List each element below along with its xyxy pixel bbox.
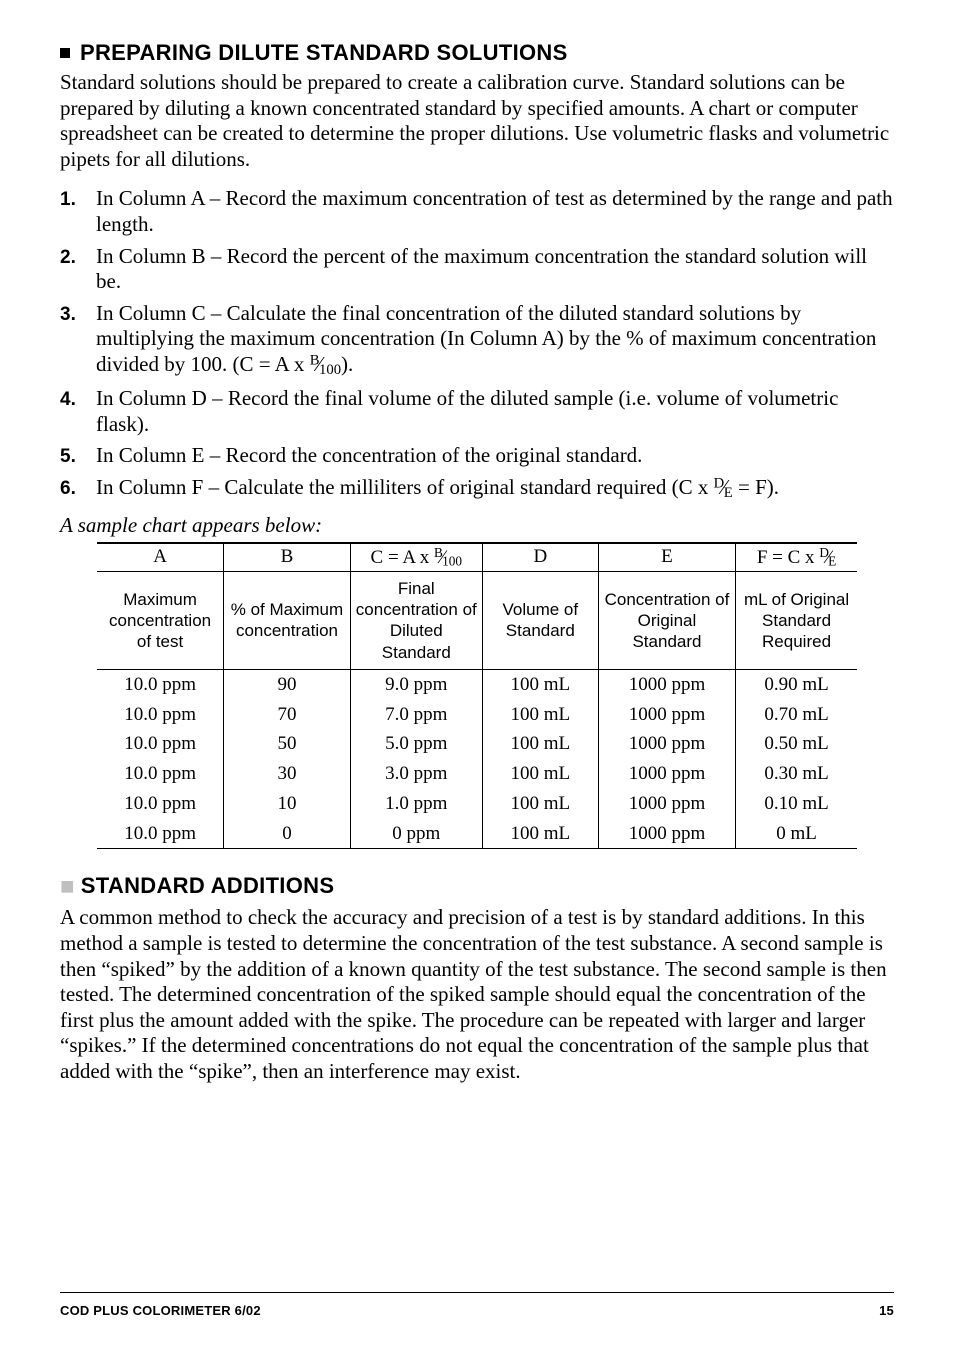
- table-cell: 0 mL: [736, 819, 857, 849]
- step-5: In Column E – Record the concentration o…: [60, 443, 894, 469]
- col-d-letter: D: [482, 543, 598, 572]
- table-cell: 50: [224, 729, 351, 759]
- step-4: In Column D – Record the final volume of…: [60, 386, 894, 437]
- step-1: In Column A – Record the maximum concent…: [60, 186, 894, 237]
- col-e-letter: E: [598, 543, 735, 572]
- hdr-a: Maximum concentration of test: [97, 571, 224, 669]
- table-row: 10.0 ppm707.0 ppm100 mL1000 ppm0.70 mL: [97, 700, 857, 730]
- table-cell: 10.0 ppm: [97, 819, 224, 849]
- step-3-pre: In Column C – Calculate the final concen…: [96, 301, 876, 376]
- table-cell: 10.0 ppm: [97, 789, 224, 819]
- standard-additions-paragraph: A common method to check the accuracy an…: [60, 905, 894, 1084]
- fraction-d-e: D⁄E: [714, 475, 733, 503]
- table-cell: 10.0 ppm: [97, 700, 224, 730]
- table-cell: 100 mL: [482, 759, 598, 789]
- table-row: 10.0 ppm00 ppm100 mL1000 ppm0 mL: [97, 819, 857, 849]
- page-footer: COD PLUS COLORIMETER 6/02 15: [60, 1292, 894, 1318]
- step-6: In Column F – Calculate the milliliters …: [60, 475, 894, 503]
- steps-list: In Column A – Record the maximum concent…: [60, 186, 894, 502]
- table-cell: 90: [224, 669, 351, 699]
- fraction-b-100: B⁄100: [310, 352, 341, 380]
- intro-paragraph: Standard solutions should be prepared to…: [60, 70, 894, 172]
- step-2: In Column B – Record the percent of the …: [60, 244, 894, 295]
- table-caption: A sample chart appears below:: [60, 513, 894, 538]
- table-cell: 5.0 ppm: [350, 729, 482, 759]
- table-row: 10.0 ppm505.0 ppm100 mL1000 ppm0.50 mL: [97, 729, 857, 759]
- table-cell: 1000 ppm: [598, 729, 735, 759]
- table-cell: 7.0 ppm: [350, 700, 482, 730]
- footer-left: COD PLUS COLORIMETER 6/02: [60, 1303, 261, 1318]
- table-cell: 0.10 mL: [736, 789, 857, 819]
- table-cell: 0.30 mL: [736, 759, 857, 789]
- table-cell: 10.0 ppm: [97, 759, 224, 789]
- dilution-table: A B C = A x B⁄100 D E F = C x D⁄E Maximu…: [97, 542, 857, 850]
- table-cell: 100 mL: [482, 700, 598, 730]
- table-cell: 10.0 ppm: [97, 669, 224, 699]
- table-cell: 0 ppm: [350, 819, 482, 849]
- table-header-letters: A B C = A x B⁄100 D E F = C x D⁄E: [97, 543, 857, 572]
- table-cell: 0.50 mL: [736, 729, 857, 759]
- bullet-icon: [60, 48, 70, 58]
- table-cell: 1000 ppm: [598, 700, 735, 730]
- table-cell: 100 mL: [482, 819, 598, 849]
- table-header-labels: Maximum concentration of test % of Maxim…: [97, 571, 857, 669]
- heading-text: PREPARING DILUTE STANDARD SOLUTIONS: [80, 40, 568, 65]
- table-cell: 1.0 ppm: [350, 789, 482, 819]
- col-f-letter: F = C x D⁄E: [736, 543, 857, 572]
- table-row: 10.0 ppm909.0 ppm100 mL1000 ppm0.90 mL: [97, 669, 857, 699]
- footer-page-number: 15: [879, 1303, 894, 1318]
- table-cell: 1000 ppm: [598, 819, 735, 849]
- table-row: 10.0 ppm303.0 ppm100 mL1000 ppm0.30 mL: [97, 759, 857, 789]
- table-cell: 1000 ppm: [598, 759, 735, 789]
- table-body: 10.0 ppm909.0 ppm100 mL1000 ppm0.90 mL10…: [97, 669, 857, 849]
- col-c-letter: C = A x B⁄100: [350, 543, 482, 572]
- step-3-tail: ).: [341, 352, 353, 376]
- table-cell: 0: [224, 819, 351, 849]
- table-cell: 1000 ppm: [598, 789, 735, 819]
- col-a-letter: A: [97, 543, 224, 572]
- table-cell: 100 mL: [482, 729, 598, 759]
- table-cell: 3.0 ppm: [350, 759, 482, 789]
- step-6-pre: In Column F – Calculate the milliliters …: [96, 475, 714, 499]
- hdr-e: Concentration of Original Standard: [598, 571, 735, 669]
- table-cell: 100 mL: [482, 789, 598, 819]
- table-cell: 70: [224, 700, 351, 730]
- table-cell: 100 mL: [482, 669, 598, 699]
- heading-preparing-dilute: PREPARING DILUTE STANDARD SOLUTIONS: [60, 40, 894, 66]
- hdr-b: % of Maximum concentration: [224, 571, 351, 669]
- step-6-tail: = F).: [733, 475, 779, 499]
- col-b-letter: B: [224, 543, 351, 572]
- table-cell: 30: [224, 759, 351, 789]
- table-cell: 10: [224, 789, 351, 819]
- table-row: 10.0 ppm101.0 ppm100 mL1000 ppm0.10 mL: [97, 789, 857, 819]
- table-cell: 0.70 mL: [736, 700, 857, 730]
- table-cell: 9.0 ppm: [350, 669, 482, 699]
- table-cell: 1000 ppm: [598, 669, 735, 699]
- hdr-f: mL of Original Standard Required: [736, 571, 857, 669]
- square-bullet-icon: ■: [60, 873, 75, 900]
- hdr-d: Volume of Standard: [482, 571, 598, 669]
- heading-standard-additions: ■STANDARD ADDITIONS: [60, 873, 894, 901]
- table-cell: 10.0 ppm: [97, 729, 224, 759]
- step-3: In Column C – Calculate the final concen…: [60, 301, 894, 380]
- hdr-c: Final concentration of Diluted Standard: [350, 571, 482, 669]
- heading-text-2: STANDARD ADDITIONS: [81, 873, 335, 898]
- document-page: PREPARING DILUTE STANDARD SOLUTIONS Stan…: [0, 0, 954, 1352]
- table-cell: 0.90 mL: [736, 669, 857, 699]
